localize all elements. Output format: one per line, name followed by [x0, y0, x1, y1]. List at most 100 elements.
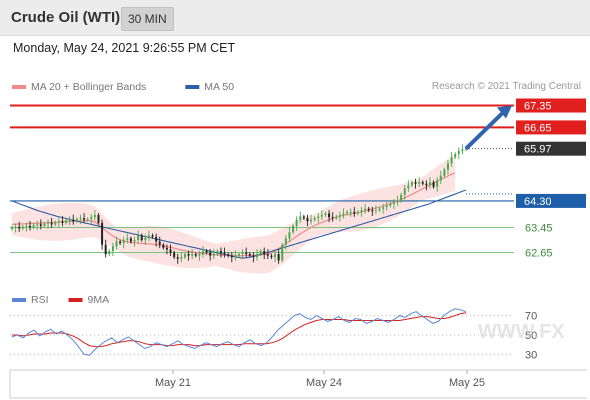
- candle-body: [328, 213, 331, 218]
- candle-body: [201, 250, 204, 255]
- resistance-tag: [516, 120, 586, 135]
- candle-body: [306, 218, 309, 222]
- main-legend: MA 20 + Bollinger Bands MA 50: [12, 81, 234, 93]
- candle-body: [25, 225, 28, 227]
- rsi-line: [11, 308, 467, 356]
- candle-body: [140, 235, 143, 241]
- candle-body: [18, 226, 21, 229]
- bollinger-area: [12, 155, 456, 274]
- candle-body: [57, 221, 60, 223]
- ma20-line: [11, 172, 456, 257]
- resistance-value: 67.35: [524, 101, 552, 113]
- candle-body: [223, 252, 226, 255]
- candle-body: [169, 249, 172, 253]
- candle-body: [173, 252, 176, 258]
- rsi-tick-label: 50: [525, 330, 537, 342]
- candle-body: [382, 207, 385, 209]
- candle-body: [248, 254, 251, 256]
- candle-body: [162, 244, 165, 248]
- rsi-ma-line: [12, 312, 467, 348]
- candle-body: [349, 211, 352, 213]
- candle-body: [129, 238, 132, 242]
- candle-body: [371, 210, 374, 212]
- price-chart: MA 20 + Bollinger Bands MA 50 Research © …: [9, 81, 587, 399]
- candle-body: [209, 252, 212, 256]
- last-price-value: 65.97: [524, 144, 552, 156]
- candle-body: [324, 213, 327, 215]
- pivot-value: 62.65: [525, 248, 553, 260]
- candle-body: [256, 254, 259, 258]
- candle-body: [122, 240, 125, 244]
- candle-body: [191, 254, 194, 256]
- candle-body: [245, 252, 248, 255]
- candle-body: [259, 250, 262, 255]
- candle-body: [155, 236, 158, 242]
- candle-body: [403, 188, 406, 195]
- candle-body: [450, 157, 453, 164]
- candle-body: [446, 163, 449, 170]
- candle-body: [29, 225, 32, 228]
- candle-body: [378, 208, 381, 211]
- candle-body: [230, 255, 233, 258]
- last-price-tag: [516, 141, 586, 156]
- trend-arrow-head: [497, 105, 512, 119]
- candle-body: [270, 255, 273, 258]
- candle-body: [461, 149, 464, 151]
- candle-body: [176, 257, 179, 259]
- candle-body: [364, 208, 367, 211]
- support-value: 64.30: [524, 196, 552, 208]
- candle-body: [389, 204, 392, 206]
- candle-body: [277, 254, 280, 261]
- candle-body: [75, 219, 78, 222]
- rsi-legend: RSI 9MA: [12, 294, 109, 306]
- rsi-legend-label: 9MA: [88, 294, 110, 306]
- candle-body: [252, 255, 255, 258]
- trend-arrow-shaft: [464, 110, 506, 151]
- candle-body: [61, 221, 64, 223]
- watermark: WWW.FX: [478, 321, 565, 343]
- candle-body: [39, 224, 42, 226]
- price-levels: [10, 104, 514, 254]
- candle-body: [410, 182, 413, 186]
- rsi-legend-label: RSI: [31, 294, 49, 306]
- candle-body: [418, 182, 421, 184]
- bollinger-band: [12, 155, 456, 274]
- candle-body: [263, 250, 266, 255]
- candle-body: [457, 150, 460, 154]
- candle-body: [227, 254, 230, 256]
- candle-body: [421, 182, 424, 184]
- candle-body: [111, 246, 114, 251]
- candle-body: [432, 182, 435, 187]
- x-tick-label: May 24: [306, 377, 342, 389]
- candle-body: [86, 219, 89, 221]
- candle-body: [367, 208, 370, 211]
- candle-body: [219, 250, 222, 253]
- timeframe-badge[interactable]: 30 MIN: [121, 7, 174, 31]
- candle-body: [266, 254, 269, 256]
- candle-body: [180, 257, 183, 259]
- candle-body: [54, 222, 57, 225]
- candle-body: [385, 205, 388, 208]
- candle-body: [108, 250, 111, 255]
- candle-body: [194, 254, 197, 256]
- candle-body: [400, 194, 403, 201]
- candle-body: [198, 254, 201, 256]
- candle-body: [126, 238, 129, 241]
- candle-body: [65, 220, 68, 223]
- candle-body: [79, 218, 82, 220]
- candle-body: [414, 182, 417, 184]
- support-tag: [516, 193, 586, 208]
- candle-body: [183, 254, 186, 258]
- candle-body: [299, 216, 302, 220]
- candle-body: [234, 255, 237, 258]
- candle-body: [151, 235, 154, 237]
- candle-body: [187, 254, 190, 256]
- candle-body: [313, 218, 316, 220]
- moving-averages: [11, 172, 467, 259]
- candle-body: [36, 224, 39, 226]
- trend-arrow: [464, 105, 512, 151]
- candle-body: [428, 182, 431, 186]
- x-tick-label: May 25: [449, 377, 485, 389]
- candlesticks: [11, 144, 467, 264]
- candle-body: [50, 222, 53, 225]
